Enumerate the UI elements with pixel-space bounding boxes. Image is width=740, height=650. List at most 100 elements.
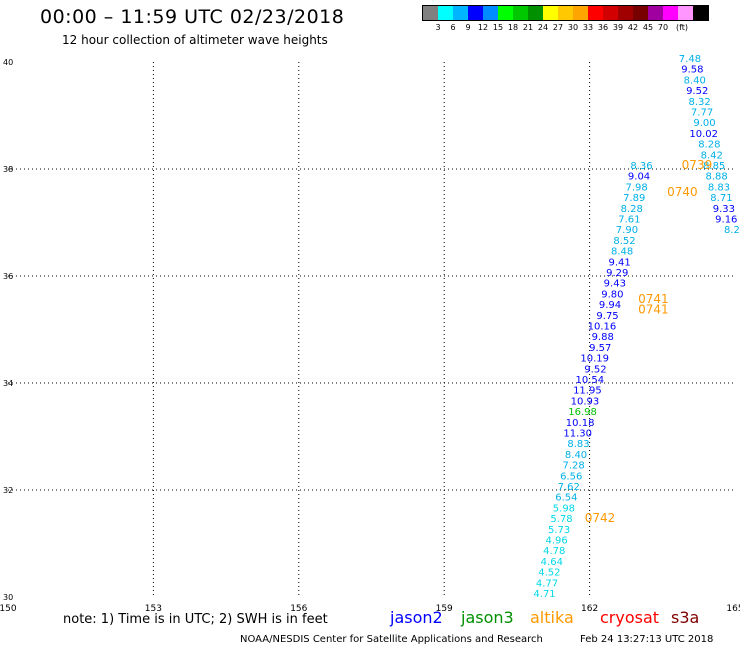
note-text: note: 1) Time is in UTC; 2) SWH is in fe… xyxy=(63,612,328,627)
wave-height-point: 8.48 xyxy=(611,247,633,258)
wave-height-point: 10.93 xyxy=(571,396,600,407)
scale-swatch xyxy=(648,6,663,20)
time-label: 0740 xyxy=(667,185,698,199)
wave-height-point: 7.98 xyxy=(625,182,647,193)
x-tick-label: 150 xyxy=(0,604,17,614)
wave-height-point: 10.19 xyxy=(580,354,609,365)
wave-height-point: 8.85 xyxy=(703,161,725,172)
color-scale: 3 6 9 12 15 18 21 24 27 30 33 36 39 42 45 70 (ft) xyxy=(422,5,709,35)
wave-height-point: 7.61 xyxy=(618,215,640,226)
scale-swatch xyxy=(423,6,438,20)
color-scale-labels: 3 6 9 12 15 18 21 24 27 30 33 36 39 42 45 70 (ft) xyxy=(422,21,709,35)
wave-height-point: 5.73 xyxy=(548,525,570,536)
y-tick-label: 30 xyxy=(3,593,13,602)
y-tick-label: 34 xyxy=(3,379,13,388)
scale-swatch xyxy=(588,6,603,20)
time-label: 0741 xyxy=(638,292,669,306)
wave-height-point: 5.98 xyxy=(553,503,575,514)
map-grid xyxy=(8,62,735,597)
x-tick-label: 153 xyxy=(145,604,162,614)
wave-height-point: 8.40 xyxy=(684,75,706,86)
legend-item-cryosat: cryosat xyxy=(600,608,660,627)
wave-height-point: 10.18 xyxy=(566,418,595,429)
scale-label: 21 xyxy=(522,23,534,32)
wave-height-points: 4.714.774.524.644.784.965.735.785.986.54… xyxy=(533,54,739,600)
scale-swatch xyxy=(528,6,543,20)
wave-height-point: 4.96 xyxy=(546,536,568,547)
scale-label: 39 xyxy=(612,23,624,32)
wave-height-point: 9.16 xyxy=(715,215,737,226)
scale-label: 33 xyxy=(582,23,594,32)
x-tick-label: 156 xyxy=(290,604,307,614)
y-tick-label: 38 xyxy=(3,165,13,174)
scale-swatch xyxy=(618,6,633,20)
scale-label: 70 xyxy=(657,23,669,32)
time-label: 0742 xyxy=(585,511,616,525)
wave-height-point: 8.32 xyxy=(689,97,711,108)
wave-height-point: 8.40 xyxy=(565,450,587,461)
wave-height-point: 9.58 xyxy=(681,65,703,76)
y-tick-label: 36 xyxy=(3,272,13,281)
wave-height-point: 9.57 xyxy=(589,343,611,354)
footer: NOAA/NESDIS Center for Satellite Applica… xyxy=(240,634,713,645)
legend-item-jason3: jason3 xyxy=(461,608,514,627)
footer-timestamp: Feb 24 13:27:13 UTC 2018 xyxy=(580,634,714,645)
scale-label: 18 xyxy=(507,23,519,32)
legend-item-s3a: s3a xyxy=(671,608,700,627)
wave-height-point: 4.71 xyxy=(533,589,555,600)
page-subtitle: 12 hour collection of altimeter wave hei… xyxy=(62,33,328,47)
wave-height-point: 9.52 xyxy=(584,364,606,375)
y-tick-label: 32 xyxy=(3,486,13,495)
scale-swatch xyxy=(498,6,513,20)
wave-height-point: 8.83 xyxy=(567,439,589,450)
wave-height-point: 10.54 xyxy=(575,375,604,386)
scale-label: 45 xyxy=(642,23,654,32)
legend-item-altika: altika xyxy=(530,608,574,627)
wave-height-point: 9.88 xyxy=(592,332,614,343)
wave-height-point: 9.29 xyxy=(606,268,628,279)
scale-label: 30 xyxy=(567,23,579,32)
scale-label: 42 xyxy=(627,23,639,32)
wave-height-point: 8.28 xyxy=(621,204,643,215)
wave-height-point: 7.77 xyxy=(691,108,713,119)
wave-height-point: 16.98 xyxy=(568,407,597,418)
wave-height-point: 7.62 xyxy=(558,482,580,493)
wave-height-point: 9.52 xyxy=(686,86,708,97)
scale-label: 3 xyxy=(435,23,441,32)
wave-height-point: 9.75 xyxy=(596,311,618,322)
wave-height-point: 11.95 xyxy=(573,386,602,397)
wave-height-point: 4.78 xyxy=(543,546,565,557)
wave-height-point: 4.77 xyxy=(536,578,558,589)
wave-height-point: 8.2 xyxy=(724,225,740,236)
scale-label: 9 xyxy=(465,23,471,32)
wave-height-point: 10.16 xyxy=(588,322,617,333)
wave-height-point: 9.80 xyxy=(601,289,623,300)
scale-swatch xyxy=(603,6,618,20)
x-tick-label: 165 xyxy=(726,604,740,614)
scale-swatch xyxy=(633,6,648,20)
scale-label: 6 xyxy=(450,23,456,32)
wave-height-point: 4.52 xyxy=(538,568,560,579)
wave-height-point: 8.83 xyxy=(708,182,730,193)
wave-height-point: 6.56 xyxy=(560,471,582,482)
wave-height-point: 9.04 xyxy=(628,172,650,183)
y-tick-label: 40 xyxy=(3,58,13,67)
scale-label: 15 xyxy=(492,23,504,32)
wave-height-point: 7.90 xyxy=(616,225,638,236)
scale-label: 36 xyxy=(597,23,609,32)
wave-height-point: 9.33 xyxy=(713,204,735,215)
wave-height-point: 8.28 xyxy=(698,140,720,151)
legend-item-jason2: jason2 xyxy=(390,608,443,627)
wave-height-point: 5.78 xyxy=(550,514,572,525)
wave-height-point: 8.36 xyxy=(630,161,652,172)
scale-swatch xyxy=(678,6,693,20)
wave-height-point: 9.43 xyxy=(604,279,626,290)
scale-swatch xyxy=(483,6,498,20)
scale-unit: (ft) xyxy=(675,23,689,32)
scale-label: 12 xyxy=(477,23,489,32)
wave-height-point: 8.88 xyxy=(705,172,727,183)
scale-swatch xyxy=(543,6,558,20)
footer-org: NOAA/NESDIS Center for Satellite Applica… xyxy=(240,634,543,645)
